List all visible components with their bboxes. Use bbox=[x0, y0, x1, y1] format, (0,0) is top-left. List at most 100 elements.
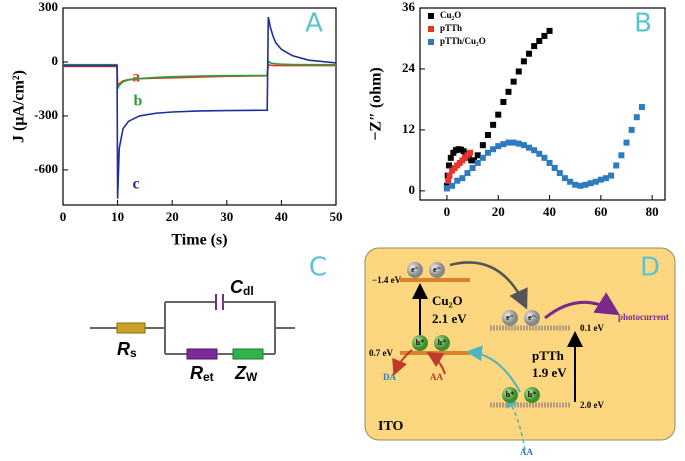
plot-frame bbox=[419, 7, 666, 201]
legend-entry: pTTh bbox=[440, 23, 462, 33]
data-point bbox=[587, 180, 594, 187]
x-tick-label: 40 bbox=[275, 209, 288, 224]
y-tick-label: 300 bbox=[39, 0, 59, 14]
zw-label: ZW bbox=[234, 363, 258, 384]
data-point bbox=[479, 142, 486, 149]
data-point bbox=[577, 182, 584, 189]
electron bbox=[502, 310, 518, 326]
subscript: et bbox=[203, 370, 214, 384]
data-point bbox=[582, 181, 589, 188]
data-point bbox=[495, 111, 502, 118]
cdl-label: Cdl bbox=[230, 277, 254, 298]
y-tick-label: -600 bbox=[34, 161, 58, 176]
data-point bbox=[447, 154, 454, 161]
data-point bbox=[505, 88, 512, 95]
aa-label: AA bbox=[430, 372, 443, 382]
y-tick-label: 0 bbox=[52, 53, 59, 68]
rs-label: Rs bbox=[117, 339, 137, 360]
data-point bbox=[526, 50, 533, 57]
energy-level: −1.4 eV bbox=[372, 275, 402, 285]
subscript: W bbox=[246, 370, 258, 384]
data-point bbox=[464, 170, 471, 177]
data-point bbox=[602, 175, 609, 182]
x-tick-label: 20 bbox=[492, 204, 505, 219]
y-tick-label: 12 bbox=[402, 121, 415, 136]
curve-label: b bbox=[134, 93, 143, 110]
electron bbox=[429, 262, 445, 278]
panel-label: B bbox=[634, 9, 652, 39]
data-point bbox=[561, 175, 568, 182]
data-point bbox=[484, 149, 491, 156]
aa-arrow bbox=[426, 351, 446, 375]
hole-label: h⁺ bbox=[416, 338, 425, 347]
data-point bbox=[541, 154, 548, 161]
hole bbox=[412, 335, 428, 351]
x-tick-label: 10 bbox=[111, 209, 124, 224]
da-arrow bbox=[392, 349, 413, 376]
data-point bbox=[628, 126, 635, 133]
data-point bbox=[638, 104, 645, 111]
subscript: s bbox=[130, 346, 137, 360]
material-name: pTTh bbox=[532, 348, 565, 363]
data-point bbox=[618, 152, 625, 159]
data-point bbox=[515, 68, 522, 75]
aa-label: AA bbox=[520, 447, 533, 457]
curve-label: a bbox=[132, 69, 140, 86]
hole-transfer bbox=[466, 345, 521, 393]
data-point bbox=[469, 165, 476, 171]
data-point bbox=[520, 142, 527, 149]
data-point bbox=[597, 176, 604, 183]
data-point bbox=[449, 182, 456, 189]
data-point bbox=[445, 162, 452, 169]
data-point bbox=[446, 172, 453, 179]
y-axis-label: −Z″ (ohm) bbox=[368, 67, 385, 141]
symbol: R bbox=[117, 339, 130, 359]
wire bbox=[223, 301, 276, 354]
data-point bbox=[495, 143, 502, 150]
electron-label: e⁻ bbox=[411, 265, 419, 274]
hole bbox=[434, 335, 450, 351]
y-tick-label: 24 bbox=[402, 60, 416, 75]
electron bbox=[407, 262, 423, 278]
x-tick-label: 60 bbox=[594, 204, 607, 219]
data-point bbox=[546, 159, 553, 166]
resistor-ret bbox=[186, 348, 218, 360]
y-tick-label: 0 bbox=[409, 182, 416, 197]
data-point bbox=[531, 43, 538, 50]
charts: 0 10 20 30 40 50 -600 -300 0 300 Time (s) J (μA/cm²… bbox=[11, 0, 666, 249]
x-tick-label: 80 bbox=[646, 204, 659, 219]
data-line bbox=[63, 16, 337, 199]
panel-label: D bbox=[640, 253, 660, 283]
panel-label: C bbox=[309, 253, 327, 283]
data-point bbox=[608, 172, 615, 179]
energy-level: 2.0 eV bbox=[580, 400, 604, 410]
data-point bbox=[536, 38, 543, 45]
data-point bbox=[459, 175, 466, 182]
legend-marker bbox=[428, 39, 434, 45]
resistor-rs bbox=[116, 322, 146, 334]
legend-marker bbox=[428, 26, 434, 32]
data-point bbox=[572, 181, 579, 188]
energy-diagram bbox=[364, 247, 676, 451]
x-tick-label: 30 bbox=[220, 209, 233, 224]
data-point bbox=[460, 148, 467, 155]
hole bbox=[502, 387, 518, 403]
band-gap: 2.1 eV bbox=[432, 311, 467, 326]
symbol: Z bbox=[234, 363, 247, 383]
warburg-zw bbox=[232, 348, 264, 360]
data-point bbox=[541, 32, 548, 39]
data-point bbox=[510, 139, 517, 146]
carrier-labels: e⁻ e⁻ e⁻ e⁻ h⁺ h⁺ h⁺ h⁺ bbox=[411, 265, 536, 399]
data-point bbox=[592, 178, 599, 185]
electron bbox=[524, 310, 540, 326]
electron-label: e⁻ bbox=[433, 265, 441, 274]
electrode-label: ITO bbox=[378, 419, 404, 434]
electron-transfer bbox=[449, 261, 528, 310]
energy-level: 0.7 eV bbox=[369, 348, 393, 358]
data-point bbox=[567, 178, 574, 185]
ret-label: Ret bbox=[190, 363, 214, 384]
data-point bbox=[546, 27, 553, 34]
x-tick-label: 0 bbox=[444, 204, 451, 219]
electron-label: e⁻ bbox=[528, 313, 536, 322]
data-point bbox=[479, 154, 486, 161]
